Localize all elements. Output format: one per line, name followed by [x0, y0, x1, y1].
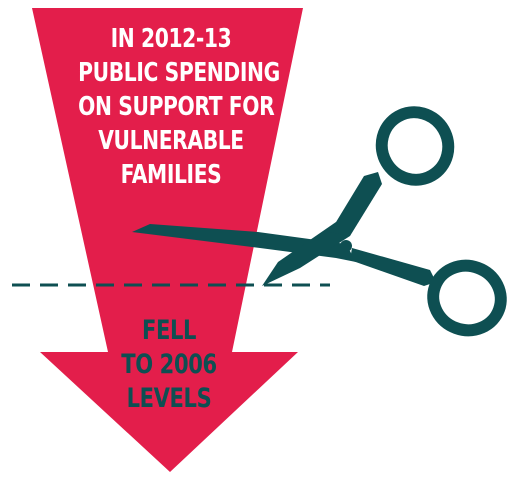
headline-line-3: ON SUPPORT FOR [78, 92, 275, 122]
scissors-icon [132, 106, 507, 337]
headline-line-2: PUBLIC SPENDING [78, 58, 280, 88]
outcome-text: FELL TO 2006 LEVELS [115, 314, 223, 416]
headline-line-5: FAMILIES [120, 160, 222, 190]
outcome-line-1: FELL [141, 315, 197, 346]
headline-text: IN 2012-13 PUBLIC SPENDING ON SUPPORT FO… [78, 22, 280, 192]
headline-line-1: IN 2012-13 [110, 24, 232, 54]
down-arrow-icon [32, 8, 303, 472]
headline-line-4: VULNERABLE [98, 126, 244, 156]
outcome-line-3: LEVELS [126, 383, 212, 414]
outcome-line-2: TO 2006 [121, 349, 217, 380]
